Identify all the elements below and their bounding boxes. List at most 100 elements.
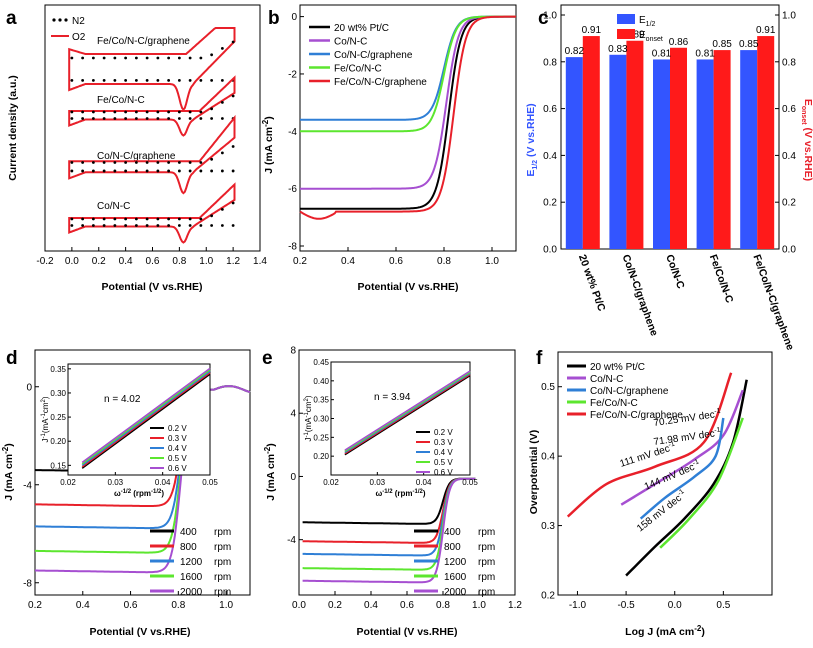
legend-b: 20 wt% Pt/C Co/N-C Co/N-C/graphene Fe/Co/N-… xyxy=(309,23,427,88)
axis-ticks-e: 0.0 0.2 0.4 0.6 0.8 1.0 1.2 8 4 0 -4 xyxy=(287,346,522,612)
cv-dot-n2 xyxy=(220,117,224,120)
bar-value-label: 0.81 xyxy=(695,48,715,59)
cv-dot-n2 xyxy=(91,117,95,120)
rde-curve-purple xyxy=(302,477,476,584)
cv-dot-n2 xyxy=(113,161,117,164)
inset-y-tick-label: 0.35 xyxy=(313,396,329,405)
legend-label: Fe/Co/N-C/graphene xyxy=(334,77,427,88)
legend-rpm-value: 1200 xyxy=(180,557,203,568)
inset-x-tick-label: 0.04 xyxy=(416,478,432,487)
electron-transfer-number: n = 4.02 xyxy=(104,394,141,405)
cv-dot-n2 xyxy=(102,224,106,227)
x-axis-a-tick-label: 0.8 xyxy=(172,256,186,267)
cv-dot-n2 xyxy=(145,117,149,120)
cv-dot-n2 xyxy=(167,79,171,82)
cv-dot-n2 xyxy=(145,169,149,173)
tafel-curve-black xyxy=(625,379,748,577)
legend-rpm-unit: rpm xyxy=(214,527,231,538)
cv-dot-n2 xyxy=(177,161,181,164)
cv-dot-n2 xyxy=(124,117,128,120)
x-axis-b-tick-label: 0.8 xyxy=(437,256,451,267)
tafel-curve-red xyxy=(566,372,733,518)
legend-rpm-unit: rpm xyxy=(214,542,231,553)
legend-label: Co/N-C/graphene xyxy=(590,386,669,397)
cv-dot-n2 xyxy=(167,169,171,173)
cv-dot-n2 xyxy=(113,79,117,82)
inset-x-tick-label: 0.02 xyxy=(323,478,339,487)
cv-dot-n2 xyxy=(145,56,149,60)
inset-fit-line-blue xyxy=(81,370,211,466)
inset-legend-label: 0.6 V xyxy=(434,468,453,477)
x-axis-a-tick-label: 0.6 xyxy=(146,256,160,267)
y-axis-b-tick-label: -4 xyxy=(288,127,297,138)
cv-dot-n2 xyxy=(70,117,74,120)
cv-dot-n2 xyxy=(102,169,106,173)
cv-dot-n2 xyxy=(124,169,128,173)
x-axis-d-tick-label: 0.2 xyxy=(28,600,42,611)
inset-x-tick-label: 0.04 xyxy=(155,478,171,487)
legend-rpm-unit: rpm xyxy=(478,587,495,598)
panel-label-a: a xyxy=(6,8,17,29)
cv-dot-n2 xyxy=(177,117,181,120)
y-left-tick-label: 0.6 xyxy=(543,104,557,115)
cv-dot-n2 xyxy=(134,217,138,221)
cv-dot-n2 xyxy=(231,169,235,173)
inset-x-tick-label: 0.03 xyxy=(370,478,386,487)
curve-label-fecon-graphene: Fe/Co/N-C/graphene xyxy=(97,36,190,47)
inset-legend-label: 0.5 V xyxy=(434,458,453,467)
panel-c: c 0.0 0.0 0.2 0.2 0.4 0.4 0.6 0.6 0.8 0.8 1.0 1.0 0… xyxy=(525,4,813,352)
inset-y-tick-label: 0.35 xyxy=(50,365,66,374)
x-axis-label-d: Potential (V vs.RHE) xyxy=(90,626,191,638)
cv-curve-o2 xyxy=(68,27,236,112)
y-left-tick-label: 0.2 xyxy=(543,198,557,209)
legend-rpm-value: 400 xyxy=(180,527,197,538)
curve-label-con-graphene: Co/N-C/graphene xyxy=(97,151,176,162)
cv-dot-n2 xyxy=(177,169,181,173)
y-right-tick-label: 0.8 xyxy=(782,57,796,68)
inset-x-axis-label: ω-1/2 (rpm-1/2) xyxy=(375,489,425,498)
cv-dot-n2 xyxy=(210,224,214,227)
tafel-curve-blue xyxy=(639,417,725,520)
x-axis-a-tick-label: 1.0 xyxy=(199,256,213,267)
lsv-curve-red xyxy=(299,15,516,220)
rde-curve-black xyxy=(302,477,476,525)
axis-ticks-c: 0.0 0.0 0.2 0.2 0.4 0.4 0.6 0.6 0.8 0.8 1.0 1.0 xyxy=(543,11,796,256)
y-axis-label-d: J (mA cm-2) xyxy=(1,443,15,501)
inset-fit-line-red xyxy=(81,372,211,468)
cv-dot-n2 xyxy=(177,79,181,82)
cv-dot-n2 xyxy=(91,161,95,164)
y-left-tick-label: 1.0 xyxy=(543,11,557,22)
cv-dot-n2 xyxy=(70,56,74,60)
cv-dot-n2 xyxy=(113,56,117,60)
y-axis-b-tick-label: -6 xyxy=(288,184,297,195)
legend-label-n2: N2 xyxy=(72,16,85,27)
cv-dot-n2 xyxy=(210,214,214,218)
legend-label-e-onset: Eonset xyxy=(639,30,663,43)
cv-dot-n2 xyxy=(91,224,95,227)
inset-legend-label: 0.3 V xyxy=(168,434,187,443)
bar-value-label: 0.83 xyxy=(608,44,628,55)
legend-label: Fe/Co/N-C/graphene xyxy=(590,410,683,421)
cv-dot-n2 xyxy=(113,217,117,221)
inset-y-tick-label: 0.25 xyxy=(313,433,329,442)
cv-dot-n2 xyxy=(188,161,192,164)
legend-rpm-value: 2000 xyxy=(444,587,467,598)
inset-x-tick-label: 0.05 xyxy=(202,478,218,487)
cv-dot-n2 xyxy=(177,56,181,60)
x-axis-e-tick-label: 0.4 xyxy=(364,600,378,611)
axis-ticks-f: -1.0 -0.5 0.0 0.5 0.2 0.3 0.4 0.5 xyxy=(541,382,731,611)
y-right-tick-label: 0.4 xyxy=(782,151,796,162)
inset-y-axis-label: J-1(mA-1cm2) xyxy=(304,395,313,441)
bar-value-label: 0.91 xyxy=(756,25,776,36)
category-label: Co/N-C xyxy=(663,253,687,291)
lsv-curves-b xyxy=(299,15,516,220)
panel-label-f: f xyxy=(536,348,543,369)
y-axis-d-tick-label: -8 xyxy=(23,578,32,589)
axis-ticks-d: 0.2 0.4 0.6 0.8 1.0 0 -4 -8 xyxy=(23,382,233,611)
cv-dot-n2 xyxy=(188,217,192,221)
cv-dot-n2 xyxy=(177,224,181,227)
inset-fit-line-blue xyxy=(344,372,471,454)
cv-dot-n2 xyxy=(199,117,203,120)
inset-y-tick-label: 0.40 xyxy=(313,377,329,386)
tafel-slope-label: 144 mV dec-1 xyxy=(642,458,702,492)
